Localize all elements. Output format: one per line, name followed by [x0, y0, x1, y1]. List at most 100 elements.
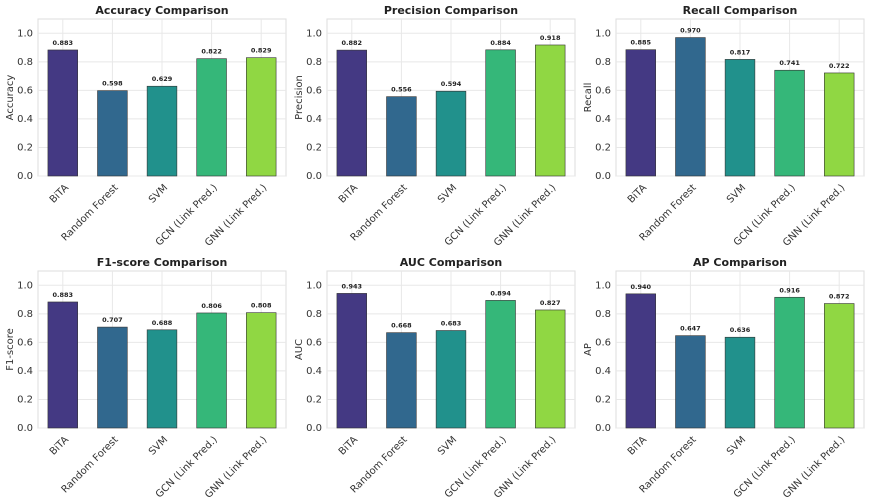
bar	[774, 296, 805, 429]
bar	[146, 85, 178, 177]
bar	[675, 37, 706, 177]
y-axis-label: Accuracy	[5, 75, 16, 121]
bar	[535, 309, 566, 429]
y-tick-label: 0.6	[595, 85, 611, 96]
chart-title: Accuracy Comparison	[95, 4, 228, 17]
value-label: 0.940	[631, 283, 652, 291]
y-axis-label: Recall	[583, 83, 594, 113]
y-tick-label: 1.0	[17, 280, 33, 291]
value-label: 0.872	[829, 293, 850, 301]
y-tick-label: 0.4	[306, 114, 322, 125]
bar	[724, 59, 756, 177]
value-label: 0.707	[102, 316, 123, 324]
bar	[97, 90, 128, 177]
y-tick-label: 1.0	[306, 28, 322, 39]
chart-title: Recall Comparison	[683, 4, 798, 17]
x-tick-label: BiTA	[337, 182, 360, 205]
bar	[336, 49, 367, 177]
x-tick-label: BiTA	[626, 434, 649, 457]
chart-title: F1-score Comparison	[97, 256, 228, 269]
bar	[625, 49, 656, 177]
x-tick-label: BiTA	[48, 182, 71, 205]
y-axis-label: AP	[583, 343, 594, 356]
y-tick-label: 1.0	[595, 28, 611, 39]
y-tick-label: 0.0	[17, 423, 33, 434]
y-tick-label: 0.8	[17, 309, 33, 320]
value-label: 0.688	[152, 319, 173, 327]
y-tick-label: 0.0	[595, 423, 611, 434]
y-tick-label: 1.0	[17, 28, 33, 39]
y-tick-label: 0.2	[17, 142, 33, 153]
x-tick-label: SVM	[147, 434, 170, 457]
value-label: 0.722	[829, 62, 850, 70]
value-label: 0.629	[152, 75, 173, 83]
y-tick-label: 0.6	[306, 337, 322, 348]
bar	[625, 293, 656, 429]
bar	[435, 330, 467, 429]
bar	[146, 329, 178, 429]
bar	[246, 57, 277, 177]
value-label: 0.885	[631, 39, 652, 47]
bar	[196, 58, 227, 177]
y-axis-label: Precision	[294, 75, 305, 120]
bar	[47, 301, 78, 429]
y-tick-label: 0.4	[306, 366, 322, 377]
value-label: 0.556	[391, 86, 412, 94]
y-tick-label: 0.8	[17, 57, 33, 68]
y-tick-label: 0.0	[17, 171, 33, 182]
value-label: 0.916	[779, 286, 800, 294]
value-label: 0.970	[680, 27, 701, 35]
chart-title: Precision Comparison	[384, 4, 518, 17]
y-tick-label: 0.4	[595, 114, 611, 125]
bar	[386, 96, 417, 177]
y-tick-label: 0.0	[306, 171, 322, 182]
value-label: 0.647	[680, 325, 701, 333]
value-label: 0.806	[201, 302, 222, 310]
bar	[824, 72, 855, 177]
value-label: 0.594	[441, 80, 462, 88]
bar	[774, 69, 805, 177]
bar	[675, 335, 706, 429]
y-tick-label: 0.8	[306, 57, 322, 68]
chart-title: AUC Comparison	[400, 256, 503, 269]
y-tick-label: 0.2	[306, 394, 322, 405]
y-tick-label: 0.0	[306, 423, 322, 434]
y-tick-label: 0.6	[17, 337, 33, 348]
value-label: 0.883	[53, 291, 74, 299]
value-label: 0.822	[201, 48, 222, 56]
bar	[47, 49, 78, 177]
y-tick-label: 0.6	[595, 337, 611, 348]
bar	[196, 312, 227, 429]
value-label: 0.894	[490, 289, 511, 297]
bar	[485, 300, 516, 429]
y-tick-label: 0.4	[595, 366, 611, 377]
y-tick-label: 0.4	[17, 366, 33, 377]
value-label: 0.882	[342, 39, 363, 47]
bar	[724, 336, 756, 429]
bar	[535, 44, 566, 177]
x-tick-label: SVM	[436, 182, 459, 205]
value-label: 0.918	[540, 34, 561, 42]
y-tick-label: 0.2	[17, 394, 33, 405]
y-tick-label: 0.6	[17, 85, 33, 96]
x-tick-label: BiTA	[48, 434, 71, 457]
value-label: 0.884	[490, 39, 511, 47]
bar	[97, 326, 128, 429]
value-label: 0.883	[53, 39, 74, 47]
y-tick-label: 0.2	[595, 394, 611, 405]
value-label: 0.636	[730, 326, 751, 334]
x-tick-label: SVM	[725, 182, 748, 205]
y-axis-label: AUC	[294, 339, 305, 360]
x-tick-label: SVM	[725, 434, 748, 457]
x-tick-label: BiTA	[626, 182, 649, 205]
y-axis-label: F1-score	[5, 328, 16, 371]
bar	[435, 90, 467, 177]
value-label: 0.827	[540, 299, 561, 307]
value-label: 0.598	[102, 80, 123, 88]
value-label: 0.668	[391, 322, 412, 330]
y-tick-label: 0.2	[595, 142, 611, 153]
value-label: 0.808	[251, 302, 272, 310]
bar	[485, 49, 516, 177]
value-label: 0.683	[441, 320, 462, 328]
value-label: 0.741	[779, 59, 800, 67]
